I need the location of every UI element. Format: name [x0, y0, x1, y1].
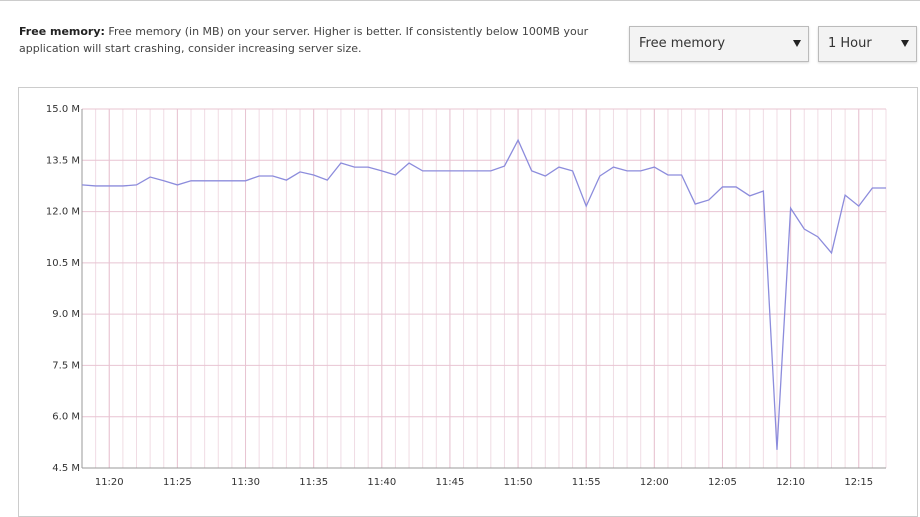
chart: 4.5 M 6.0 M 7.5 M 9.0 M 10.5 M 12.0 M 13.5 M 15…: [46, 104, 887, 488]
dropdown-value: 1 Hour: [828, 36, 872, 51]
x-tick-label: 11:40: [367, 477, 396, 488]
range-dropdown[interactable]: 1 Hour: [818, 26, 917, 62]
dropdown-arrow: [793, 40, 801, 47]
y-tick-label: 13.5 M: [46, 155, 80, 166]
dropdown-value: Free memory: [639, 36, 726, 51]
y-tick-label: 9.0 M: [52, 309, 80, 320]
data-line: [81, 138, 886, 450]
x-tick-label: 11:45: [436, 477, 465, 488]
x-tick-label: 12:00: [640, 477, 669, 488]
description: Free memory: Free memory (in MB) on your…: [19, 23, 599, 57]
x-tick-label: 12:15: [844, 477, 873, 488]
y-tick-label: 15.0 M: [46, 104, 80, 115]
y-tick-label: 4.5 M: [52, 463, 80, 474]
x-tick-label: 12:05: [708, 477, 737, 488]
y-tick-label: 12.0 M: [46, 207, 80, 218]
metric-description: Free memory (in MB) on your server. High…: [19, 25, 589, 55]
y-tick-label: 6.0 M: [52, 412, 80, 423]
y-tick-label: 7.5 M: [52, 360, 80, 371]
x-tick-label: 12:10: [776, 477, 805, 488]
dropdown-arrow: [901, 40, 909, 47]
x-tick-label: 11:30: [231, 477, 260, 488]
x-tick-label: 11:20: [95, 477, 124, 488]
y-tick-label: 10.5 M: [46, 258, 80, 269]
x-tick-label: 11:55: [572, 477, 601, 488]
metric-dropdown[interactable]: Free memory: [629, 26, 809, 62]
x-tick-label: 11:50: [504, 477, 533, 488]
x-tick-label: 11:25: [163, 477, 192, 488]
x-tick-label: 11:35: [299, 477, 328, 488]
metric-label: Free memory:: [19, 25, 105, 38]
divider: [0, 0, 920, 1]
